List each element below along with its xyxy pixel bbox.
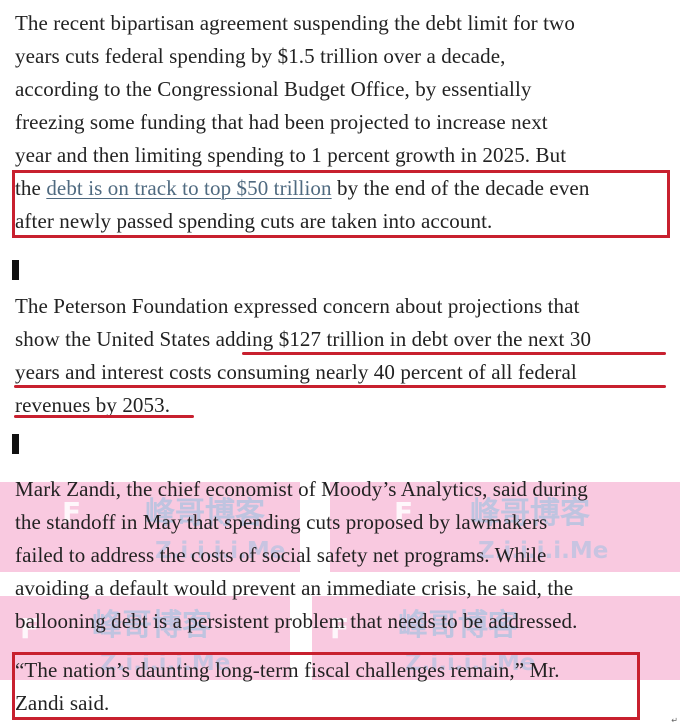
watermark-block-4 <box>312 596 680 680</box>
paragraph-line: according to the Congressional Budget Of… <box>15 77 532 101</box>
paragraph-line: after newly passed spending cuts are tak… <box>15 209 493 233</box>
section-marker <box>12 260 19 280</box>
paragraph-line: Mark Zandi, the chief economist of Moody… <box>15 477 588 501</box>
watermark-logo-1: F <box>62 496 82 529</box>
highlight-underline <box>14 385 666 388</box>
paragraph-line: “The nation’s daunting long-term fiscal … <box>15 658 560 682</box>
highlight-box-debt-50-trillion <box>12 170 670 238</box>
watermark-block-1 <box>0 482 300 572</box>
paragraph-line: freezing some funding that had been proj… <box>15 110 548 134</box>
watermark-logo-3: F <box>20 612 40 645</box>
paragraph-line: The recent bipartisan agreement suspendi… <box>15 11 575 35</box>
return-glyph: ↵ <box>671 716 678 725</box>
paragraph-line: ballooning debt is a persistent problem … <box>15 609 578 633</box>
paragraph-line: show the United States adding $127 trill… <box>15 327 592 351</box>
paragraph-line: Zandi said. <box>15 691 110 715</box>
paragraph-line: years cuts federal spending by $1.5 tril… <box>15 44 506 68</box>
paragraph-line: year and then limiting spending to 1 per… <box>15 143 567 167</box>
watermark-block-3 <box>0 596 290 680</box>
paragraph-line: The Peterson Foundation expressed concer… <box>15 294 580 318</box>
debt-50-trillion-link[interactable]: debt is on track to top $50 trillion <box>46 176 332 200</box>
line-text-after-link: by the end of the decade even <box>331 176 590 200</box>
watermark-block-2 <box>330 482 680 572</box>
paragraph-line: failed to address the costs of social sa… <box>15 543 547 567</box>
line-text-before-link: the <box>15 176 47 200</box>
watermark-logo-4: F <box>330 612 350 645</box>
paragraph-line: avoiding a default would prevent an imme… <box>15 576 574 600</box>
paragraph-line: years and interest costs consuming nearl… <box>15 360 577 384</box>
paragraph-line-with-link: the debt is on track to top $50 trillion… <box>15 173 589 203</box>
section-marker <box>12 434 19 454</box>
watermark-logo-2: F <box>394 496 414 529</box>
highlight-underline <box>242 352 666 355</box>
highlight-box-zandi-quote <box>12 652 640 720</box>
paragraph-line: revenues by 2053. <box>15 393 171 417</box>
highlight-underline <box>14 415 194 418</box>
paragraph-line: the standoff in May that spending cuts p… <box>15 510 548 534</box>
